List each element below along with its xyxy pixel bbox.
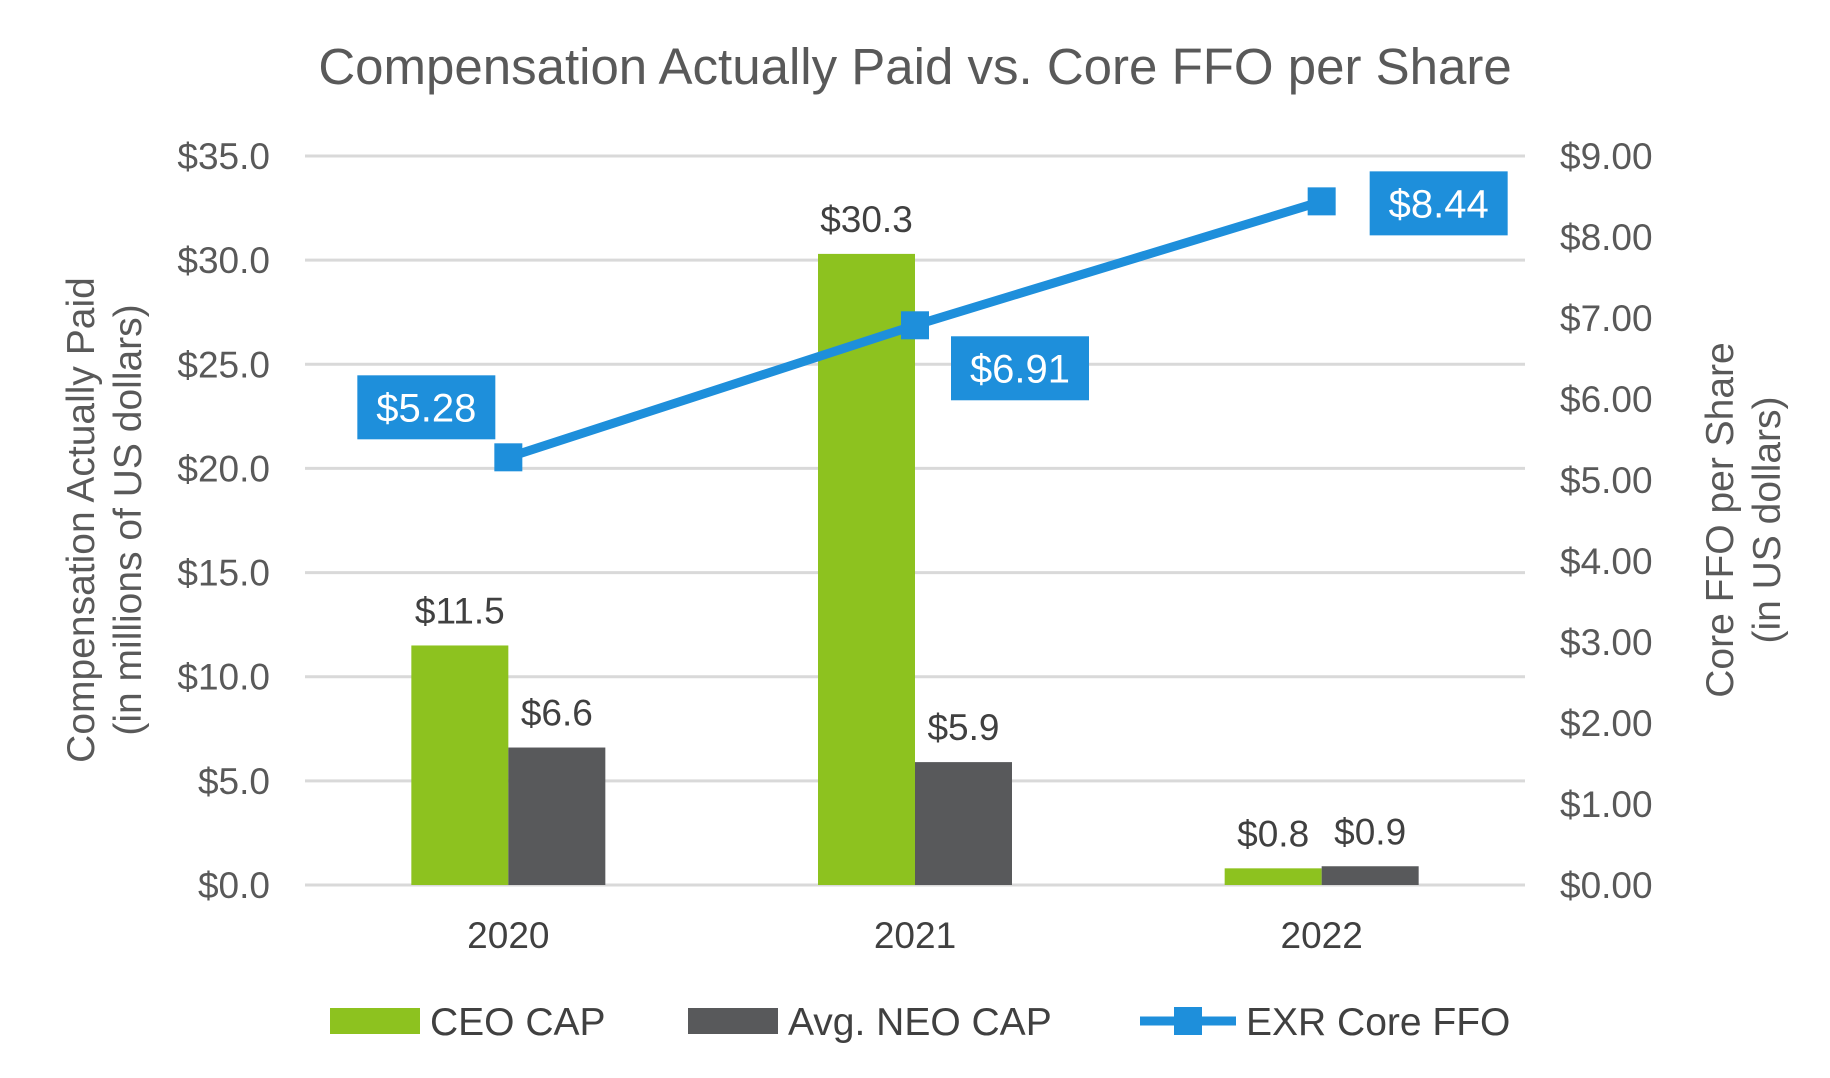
right-axis-tick-label: $9.00 xyxy=(1560,136,1653,177)
right-axis-title: Core FFO per Share xyxy=(1699,342,1742,697)
ffo-data-label: $8.44 xyxy=(1389,182,1489,226)
legend-label: CEO CAP xyxy=(430,1001,606,1044)
left-axis-subtitle: (in millions of US dollars) xyxy=(107,304,150,735)
right-axis-tick-label: $5.00 xyxy=(1560,460,1653,501)
right-axis-tick-label: $3.00 xyxy=(1560,622,1653,663)
left-axis-tick-label: $10.0 xyxy=(177,657,270,698)
right-axis-tick-label: $4.00 xyxy=(1560,541,1653,582)
left-axis-tick-label: $25.0 xyxy=(177,344,270,385)
x-axis-ticks: 2020 2021 2022 xyxy=(467,915,1363,956)
bar-avg-neo-cap-2022 xyxy=(1321,866,1419,885)
ffo-line-series: $5.28 $6.91 $8.44 xyxy=(357,171,1508,472)
left-axis-ticks: $0.0 $5.0 $10.0 $15.0 $20.0 $25.0 $30.0 $35.0 xyxy=(177,136,270,906)
right-axis-tick-label: $8.00 xyxy=(1560,217,1653,258)
right-axis-tick-label: $6.00 xyxy=(1560,379,1653,420)
bar-data-label: $30.3 xyxy=(820,199,913,240)
ffo-data-label: $5.28 xyxy=(376,386,476,430)
ffo-label-box xyxy=(951,336,1089,401)
right-axis-subtitle: (in US dollars) xyxy=(1746,396,1789,643)
left-axis-tick-label: $20.0 xyxy=(177,448,270,489)
bar-data-labels: $11.5 $6.6 $30.3 $5.9 $0.8 $0.9 xyxy=(415,199,1406,854)
x-axis-tick-label: 2020 xyxy=(467,915,549,956)
bar-data-label: $5.9 xyxy=(927,707,999,748)
x-axis-tick-label: 2022 xyxy=(1281,915,1363,956)
legend-swatch xyxy=(688,1008,778,1034)
legend-swatch xyxy=(330,1008,420,1034)
x-axis-tick-label: 2021 xyxy=(874,915,956,956)
left-axis-tick-label: $5.0 xyxy=(198,761,270,802)
bar-ceo-cap-2022 xyxy=(1224,868,1322,885)
right-axis-tick-label: $7.00 xyxy=(1560,298,1653,339)
right-axis-ticks: $0.00 $1.00 $2.00 $3.00 $4.00 $5.00 $6.00 $7.00… xyxy=(1560,136,1653,906)
bar-data-label: $6.6 xyxy=(521,693,593,734)
right-axis-tick-label: $0.00 xyxy=(1560,865,1653,906)
legend-label: EXR Core FFO xyxy=(1246,1001,1510,1044)
bar-avg-neo-cap-2020 xyxy=(508,747,606,885)
right-axis-tick-label: $2.00 xyxy=(1560,703,1653,744)
left-axis-tick-label: $0.0 xyxy=(198,865,270,906)
left-axis-tick-label: $15.0 xyxy=(177,553,270,594)
legend-label: Avg. NEO CAP xyxy=(788,1001,1052,1044)
left-axis-tick-label: $30.0 xyxy=(177,240,270,281)
right-axis-tick-label: $1.00 xyxy=(1560,784,1653,825)
ffo-label-box xyxy=(357,375,496,440)
ffo-marker xyxy=(1307,187,1336,216)
ffo-data-label: $6.91 xyxy=(970,347,1070,391)
bar-avg-neo-cap-2021 xyxy=(915,762,1012,885)
left-axis-tick-label: $35.0 xyxy=(177,136,270,177)
chart-title: Compensation Actually Paid vs. Core FFO … xyxy=(318,38,1511,95)
bar-series xyxy=(411,253,1419,885)
bar-data-label: $0.8 xyxy=(1237,813,1309,854)
ffo-marker xyxy=(494,443,523,472)
bar-data-label: $11.5 xyxy=(415,590,505,631)
bar-ceo-cap-2020 xyxy=(411,645,509,885)
ffo-label-box xyxy=(1369,171,1508,236)
bar-ceo-cap-2021 xyxy=(818,253,915,885)
ffo-marker xyxy=(901,311,929,340)
bar-data-label: $0.9 xyxy=(1334,811,1406,852)
legend: CEO CAP Avg. NEO CAP EXR Core FFO xyxy=(330,1001,1510,1044)
legend-marker xyxy=(1174,1007,1202,1035)
left-axis-title: Compensation Actually Paid xyxy=(60,277,103,763)
